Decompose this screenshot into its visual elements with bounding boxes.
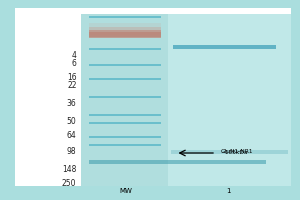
Text: 16: 16 (67, 72, 76, 82)
Bar (88, 96, 160, 98)
Text: MW: MW (120, 188, 132, 194)
Bar (88, 78, 160, 80)
Text: 1: 1 (226, 188, 230, 194)
Bar (171, 150, 288, 154)
Text: ~105kDa: ~105kDa (220, 150, 248, 155)
Bar (88, 64, 160, 66)
Text: 6: 6 (72, 58, 76, 68)
Bar (88, 144, 160, 146)
Bar (88, 136, 160, 138)
Text: 36: 36 (67, 98, 76, 108)
Bar (88, 122, 160, 124)
Bar (88, 48, 160, 50)
Bar (88, 30, 160, 38)
Bar (88, 160, 266, 164)
Text: 148: 148 (62, 164, 76, 173)
Text: 50: 50 (67, 116, 76, 126)
Bar (88, 16, 160, 18)
Bar (168, 14, 291, 186)
Bar (81, 14, 168, 186)
Bar (15, 8, 291, 186)
Text: GluN1-NR1: GluN1-NR1 (220, 149, 253, 154)
Text: 64: 64 (67, 130, 76, 140)
Bar (88, 114, 160, 116)
Bar (172, 45, 276, 49)
Text: 250: 250 (62, 178, 76, 188)
Text: 98: 98 (67, 146, 76, 156)
Bar (88, 32, 160, 37)
Bar (88, 23, 160, 35)
Bar (88, 27, 160, 38)
Text: 4: 4 (72, 50, 76, 60)
Text: 22: 22 (67, 81, 76, 90)
